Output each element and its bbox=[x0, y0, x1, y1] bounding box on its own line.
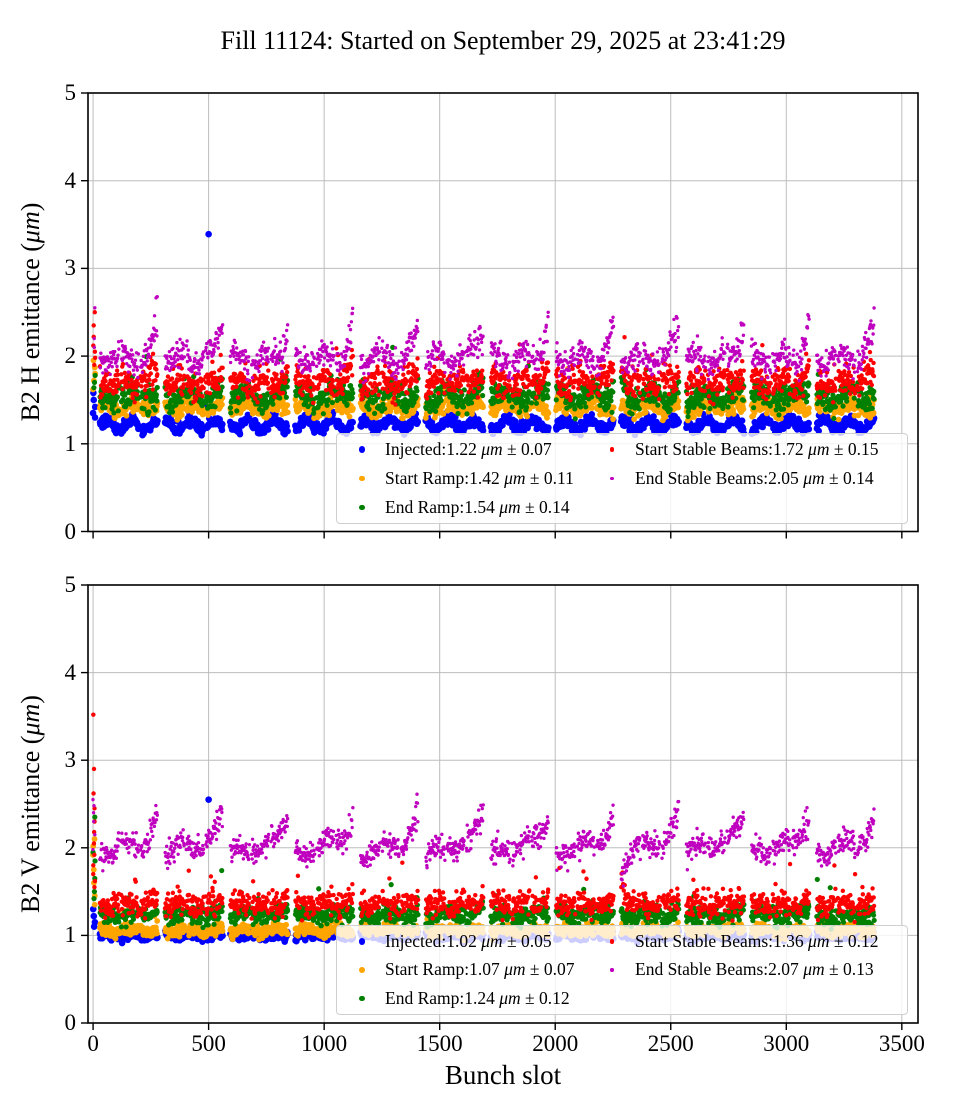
y-axis-label-top: B2 H emittance (μm) bbox=[16, 203, 46, 422]
y-tick-label-top-1: 1 bbox=[64, 430, 77, 456]
x-axis-label: Bunch slot bbox=[444, 1060, 562, 1090]
legend-entry-label: Start Stable Beams:1.72 μm ± 0.15 bbox=[635, 439, 879, 459]
legend-entry-injected: Injected:1.02 μm ± 0.05 bbox=[339, 927, 589, 956]
legend-marker-cell bbox=[339, 446, 385, 453]
legend-entry-start-ramp: Start Ramp:1.07 μm ± 0.07 bbox=[339, 956, 589, 985]
legend-entry-end-ramp: End Ramp:1.24 μm ± 0.12 bbox=[339, 984, 589, 1013]
x-tick-label-2000: 2000 bbox=[532, 1031, 579, 1056]
injected-marker-icon bbox=[358, 938, 366, 945]
legend-marker-cell bbox=[339, 938, 385, 945]
legend-entry-label: Start Ramp:1.42 μm ± 0.11 bbox=[385, 468, 574, 488]
y-axis-label-bottom: B2 V emittance (μm) bbox=[16, 695, 46, 913]
x-tick-label-0: 0 bbox=[87, 1031, 99, 1056]
legend-bottom: Injected:1.02 μm ± 0.05 Start Ramp:1.07 μ… bbox=[336, 925, 908, 1015]
start-ramp-marker-icon bbox=[359, 475, 365, 482]
y-tick-label-bottom-4: 4 bbox=[64, 659, 77, 685]
legend-entry-start-ramp: Start Ramp:1.42 μm ± 0.11 bbox=[339, 464, 589, 493]
legend-marker-cell bbox=[339, 475, 385, 482]
y-tick-label-bottom-1: 1 bbox=[64, 922, 77, 948]
y-tick-label-top-3: 3 bbox=[64, 255, 77, 281]
y-axis-label-bottom-close: ) bbox=[16, 695, 45, 704]
chart-title: Fill 11124: Started on September 29, 202… bbox=[220, 26, 786, 55]
legend-entry-label: End Stable Beams:2.07 μm ± 0.13 bbox=[635, 959, 874, 980]
legend-entry-label: Injected:1.02 μm ± 0.05 bbox=[385, 930, 552, 951]
y-axis-unit-top: μm bbox=[16, 211, 45, 244]
legend-entry-label: Start Stable Beams:1.36 μm ± 0.12 bbox=[635, 930, 879, 951]
x-tick-label-1500: 1500 bbox=[416, 1031, 463, 1056]
legend-entry-label: Start Ramp:1.07 μm ± 0.07 bbox=[385, 959, 575, 980]
legend-entry-end-stable-beams: End Stable Beams:2.07 μm ± 0.13 bbox=[589, 956, 901, 985]
end-stable-beams-marker-icon bbox=[610, 476, 614, 481]
legend-entry-label: End Stable Beams:2.05 μm ± 0.14 bbox=[635, 468, 874, 488]
start-stable-beams-marker-icon bbox=[609, 939, 615, 944]
y-axis-unit-bottom: μm bbox=[16, 703, 45, 736]
y-axis-label-top-close: ) bbox=[16, 202, 45, 212]
end-ramp-marker-icon bbox=[359, 996, 365, 1002]
legend-marker-cell bbox=[339, 996, 385, 1002]
y-tick-label-top-5: 5 bbox=[64, 80, 77, 105]
legend-entry-end-stable-beams: End Stable Beams:2.05 μm ± 0.14 bbox=[589, 464, 901, 493]
x-tick-label-3500: 3500 bbox=[878, 1031, 925, 1056]
x-tick-label-2500: 2500 bbox=[647, 1031, 694, 1056]
legend-entry-start-stable-beams: Start Stable Beams:1.36 μm ± 0.12 bbox=[589, 927, 901, 956]
legend-entry-start-stable-beams: Start Stable Beams:1.72 μm ± 0.15 bbox=[589, 435, 901, 464]
x-tick-label-1000: 1000 bbox=[301, 1031, 348, 1056]
start-ramp-marker-icon bbox=[359, 967, 365, 973]
start-stable-beams-marker-icon bbox=[609, 447, 615, 452]
x-tick-label-500: 500 bbox=[191, 1031, 226, 1056]
y-tick-label-top-0: 0 bbox=[64, 518, 77, 544]
legend-top: Injected:1.22 μm ± 0.07 Start Ramp:1.42 μ… bbox=[336, 433, 908, 524]
legend-entry-end-ramp: End Ramp:1.54 μm ± 0.14 bbox=[339, 493, 589, 522]
x-tick-label-3000: 3000 bbox=[763, 1031, 810, 1056]
end-stable-beams-marker-icon bbox=[610, 968, 614, 972]
injected-marker-icon bbox=[358, 446, 366, 453]
y-tick-label-bottom-3: 3 bbox=[64, 747, 77, 773]
legend-entry-label: End Ramp:1.24 μm ± 0.12 bbox=[385, 988, 570, 1009]
legend-marker-cell bbox=[589, 476, 635, 481]
y-tick-label-top-2: 2 bbox=[64, 343, 77, 369]
y-tick-label-bottom-5: 5 bbox=[64, 572, 77, 597]
y-tick-label-bottom-0: 0 bbox=[64, 1010, 77, 1035]
y-tick-label-top-4: 4 bbox=[64, 167, 77, 193]
legend-marker-cell bbox=[339, 504, 385, 511]
end-ramp-marker-icon bbox=[359, 504, 365, 511]
y-tick-label-bottom-2: 2 bbox=[64, 834, 77, 860]
legend-marker-cell bbox=[339, 967, 385, 973]
legend-entry-label: End Ramp:1.54 μm ± 0.14 bbox=[385, 497, 570, 517]
legend-marker-cell bbox=[589, 939, 635, 944]
legend-entry-label: Injected:1.22 μm ± 0.07 bbox=[385, 439, 552, 459]
legend-marker-cell bbox=[589, 447, 635, 452]
legend-entry-injected: Injected:1.22 μm ± 0.07 bbox=[339, 435, 589, 464]
legend-marker-cell bbox=[589, 968, 635, 972]
